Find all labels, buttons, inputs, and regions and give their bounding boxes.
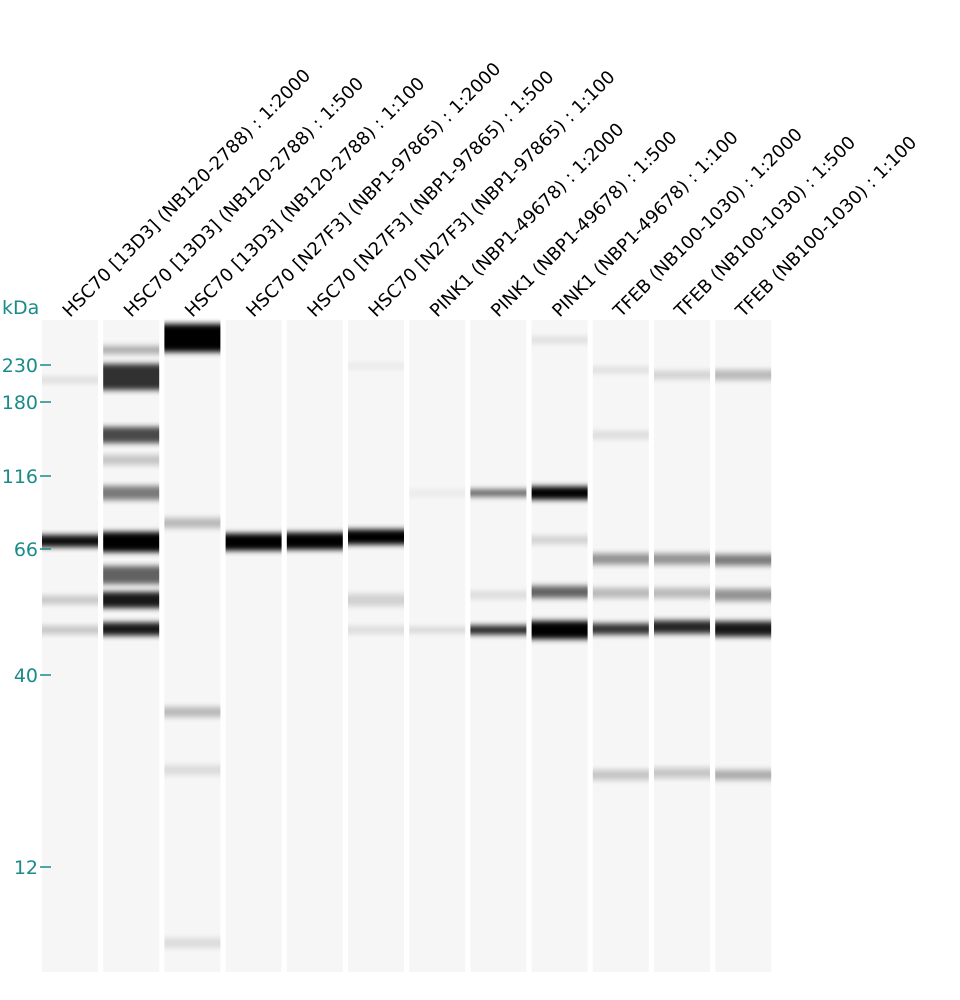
band: [592, 553, 649, 565]
band: [531, 621, 588, 639]
band: [348, 626, 404, 634]
band: [42, 596, 98, 604]
band: [103, 532, 160, 552]
band: [592, 431, 649, 439]
band: [42, 626, 98, 634]
band: [164, 938, 221, 948]
band: [103, 427, 160, 443]
lane: [103, 320, 160, 972]
band: [531, 486, 588, 500]
band: [470, 591, 527, 599]
lane: [470, 320, 527, 972]
marker-label: 180: [2, 392, 38, 414]
lane: [164, 320, 221, 972]
lane: [225, 320, 282, 972]
band: [164, 765, 221, 775]
band: [715, 589, 772, 601]
band: [654, 371, 710, 379]
band: [592, 623, 649, 635]
lane: [42, 320, 98, 972]
band: [103, 566, 160, 584]
lane: [348, 320, 404, 972]
band: [164, 324, 221, 352]
band: [286, 532, 343, 550]
band: [348, 594, 404, 606]
band: [531, 337, 588, 343]
band: [103, 346, 160, 354]
band: [592, 367, 649, 373]
band: [348, 363, 404, 369]
lane: [592, 320, 649, 972]
band: [164, 518, 221, 528]
band: [470, 625, 527, 635]
unit-label: kDa: [2, 297, 39, 319]
band: [592, 770, 649, 780]
band: [715, 370, 772, 380]
lane: [654, 320, 710, 972]
band: [654, 768, 710, 778]
marker-label: 66: [14, 539, 38, 561]
band: [348, 529, 404, 545]
band: [103, 592, 160, 608]
band: [42, 377, 98, 383]
marker-label: 230: [2, 355, 38, 377]
band: [103, 455, 160, 465]
band: [409, 490, 466, 496]
lane: [409, 320, 466, 972]
lane: [715, 320, 772, 972]
band: [592, 588, 649, 598]
marker-label: 12: [14, 857, 38, 879]
band: [715, 554, 772, 566]
band: [164, 707, 221, 717]
band: [715, 770, 772, 780]
band: [409, 627, 466, 633]
band: [42, 535, 98, 547]
band: [103, 622, 160, 636]
marker-label: 116: [2, 466, 38, 488]
band: [470, 489, 527, 497]
band: [225, 533, 282, 551]
lane: [531, 320, 588, 972]
band: [654, 553, 710, 565]
band: [103, 486, 160, 500]
band: [654, 620, 710, 634]
band: [531, 536, 588, 544]
band: [531, 586, 588, 598]
band: [103, 364, 160, 390]
marker-label: 40: [14, 665, 38, 687]
band: [654, 588, 710, 598]
band: [715, 621, 772, 637]
lane: [286, 320, 343, 972]
